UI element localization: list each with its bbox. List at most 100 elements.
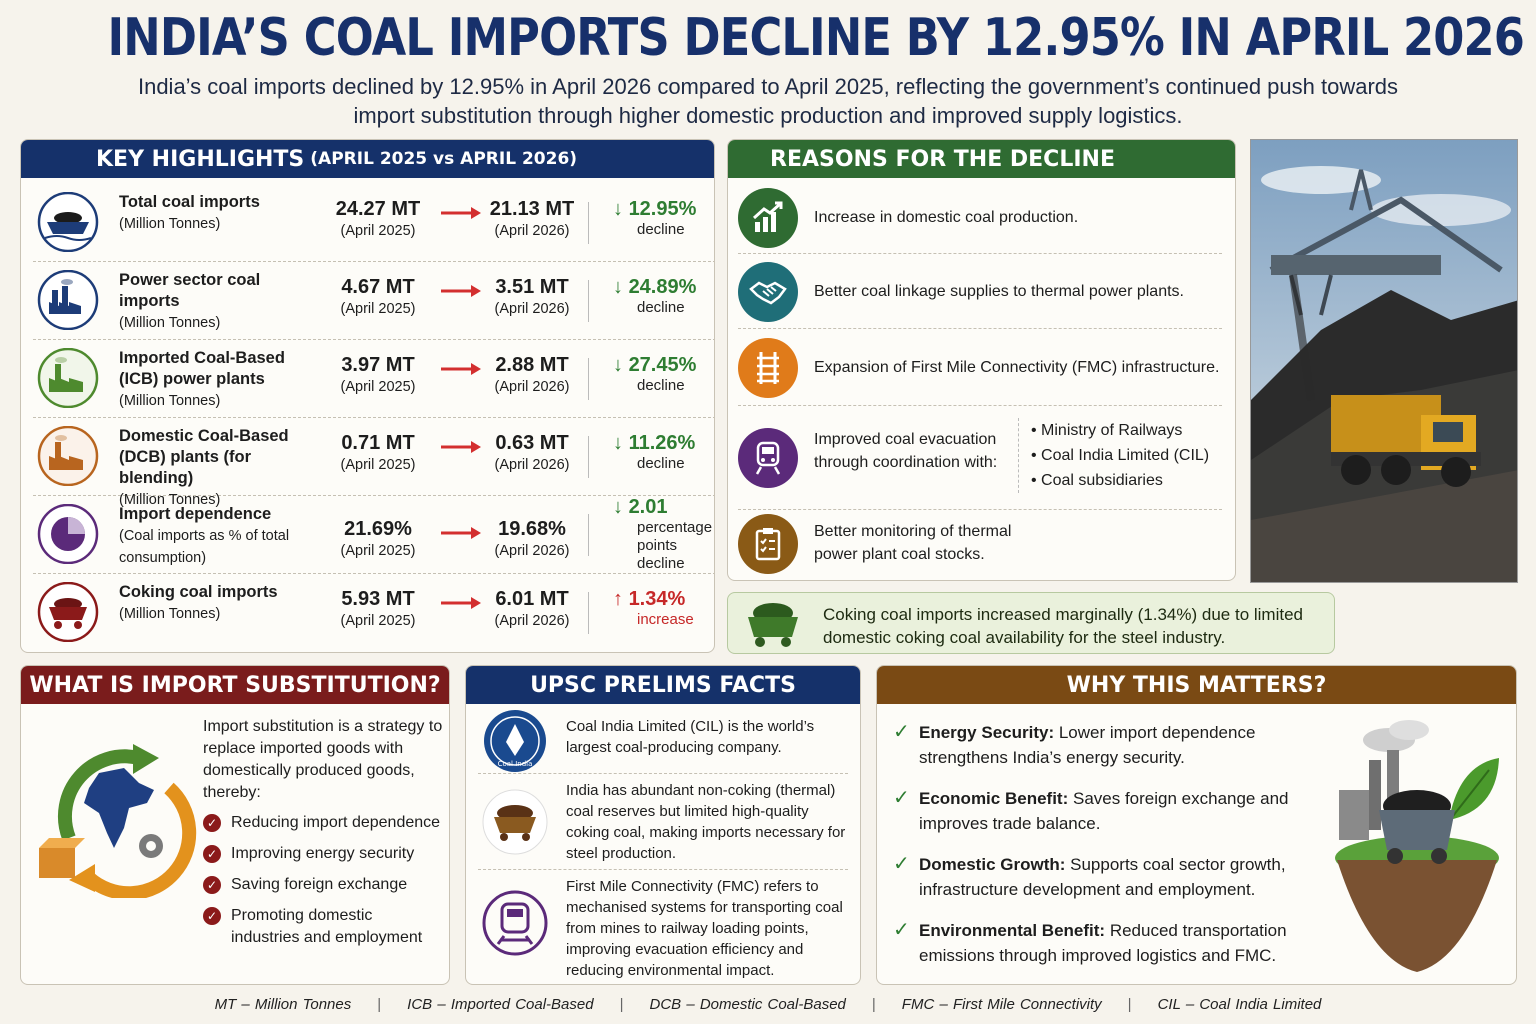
reason-text: Expansion of First Mile Connectivity (FM… [814,359,1220,376]
key-highlights-panel: KEY HIGHLIGHTS (APRIL 2025 vs APRIL 2026… [20,139,715,653]
import-substitution-header: WHAT IS IMPORT SUBSTITUTION? [21,666,449,704]
divider [588,202,589,244]
reason-text: Increase in domestic coal production. [814,209,1079,226]
india-map-cycle-icon [39,744,197,898]
growth-chart-icon [738,188,798,248]
coordination-item: Coal India Limited (CIL) [1031,443,1209,468]
abbreviation: MT – Million Tonnes [214,996,352,1013]
coordination-item: Ministry of Railways [1031,418,1209,443]
highlight-row: Imported Coal-Based (ICB) power plants (M… [33,340,714,418]
change-value: ↑ 1.34% increase [613,588,694,628]
change-value: ↓ 12.95% decline [613,198,697,238]
handshake-icon [738,262,798,322]
highlight-label: Import dependence (Coal imports as % of t… [119,505,290,566]
why-item: ✓ Economic Benefit: Saves foreign exchang… [893,787,1289,833]
value-2025: 24.27 MT (April 2025) [335,198,421,239]
arrow-down-icon: ↓ [613,496,623,518]
arrow-right-icon [441,597,481,609]
substitution-point: ✓ Reducing import dependence [203,812,443,834]
divider [588,358,589,400]
change-value: ↓ 11.26% decline [613,432,696,472]
coordination-list: Ministry of Railways Coal India Limited … [1018,418,1209,493]
value-2026: 0.63 MT (April 2026) [494,432,570,473]
value-2026: 19.68% (April 2026) [494,518,570,559]
upsc-fact: India has abundant non-coking (thermal) … [478,774,848,870]
why-matters-header: WHY THIS MATTERS? [877,666,1516,704]
coal-cart-icon [482,789,548,855]
arrow-right-icon [441,363,481,375]
train-icon [482,890,548,956]
coal-cart-icon [35,581,101,643]
why-item: ✓ Domestic Growth: Supports coal sector g… [893,853,1286,899]
highlight-row: Coking coal imports (Million Tonnes) 5.93 … [33,574,714,652]
arrow-right-icon [441,207,481,219]
substitution-point: ✓ Improving energy security [203,843,443,865]
upsc-fact: Coal India Coal India Limited (CIL) is t… [478,708,848,774]
divider [588,436,589,478]
coking-coal-note: Coking coal imports increased marginally… [727,592,1335,654]
highlight-label: Power sector coal imports (Million Tonnes… [119,271,261,331]
arrow-right-icon [441,285,481,297]
highlight-label: Domestic Coal-Based (DCB) plants (for bl… [119,427,289,508]
page-title: INDIA’S COAL IMPORTS DECLINE BY 12.95% I… [107,8,1525,68]
green-energy-island-icon [1335,720,1499,972]
value-2025: 4.67 MT (April 2025) [340,276,416,317]
key-highlights-period: (APRIL 2025 vs APRIL 2026) [310,149,578,169]
substitution-point: ✓ Promoting domestic industries and emplo… [203,905,443,949]
upsc-fact-text: First Mile Connectivity (FMC) refers to … [566,878,843,979]
reason-text: Better monitoring of thermal power plant… [814,523,1012,563]
import-substitution-panel: WHAT IS IMPORT SUBSTITUTION? Import subs… [20,665,450,985]
arrow-down-icon: ↓ [613,198,623,220]
value-2025: 5.93 MT (April 2025) [340,588,416,629]
arrow-up-icon: ↑ [613,588,623,610]
highlight-row: Total coal imports (Million Tonnes) 24.27 … [33,184,714,262]
highlight-row: Import dependence (Coal imports as % of t… [33,496,714,574]
upsc-facts-header: UPSC PRELIMS FACTS [466,666,860,704]
highlight-row: Power sector coal imports (Million Tonnes… [33,262,714,340]
value-2025: 3.97 MT (April 2025) [340,354,416,395]
check-icon: ✓ [893,919,910,941]
reason-item: Increase in domestic coal production. [738,184,1222,254]
upsc-fact-text: Coal India Limited (CIL) is the world’s … [566,718,815,756]
value-2026: 3.51 MT (April 2026) [494,276,570,317]
check-icon: ✓ [893,721,910,743]
abbreviations-footer: MT – Million Tonnes | ICB – Imported Coal-… [214,996,1322,1013]
train-icon [738,428,798,488]
why-item: ✓ Energy Security: Lower import dependenc… [893,721,1256,767]
check-icon: ✓ [203,907,221,925]
coordination-item: Coal subsidiaries [1031,468,1209,493]
rail-track-icon [738,338,798,398]
reasons-panel: REASONS FOR THE DECLINE Increase in dome… [727,139,1236,581]
arrow-down-icon: ↓ [613,276,623,298]
substitution-point: ✓ Saving foreign exchange [203,874,443,896]
check-icon: ✓ [203,876,221,894]
why-matters-panel: WHY THIS MATTERS? ✓ Energy Security: Lowe… [876,665,1517,985]
mining-photo [1250,139,1518,583]
check-icon: ✓ [893,853,910,875]
change-value: ↓ 27.45% decline [613,354,697,394]
check-icon: ✓ [203,814,221,832]
import-substitution-points: ✓ Reducing import dependence ✓ Improving e… [203,812,443,958]
highlight-label: Coking coal imports (Million Tonnes) [119,583,278,622]
highlight-label: Total coal imports (Million Tonnes) [119,193,260,232]
key-highlights-header: KEY HIGHLIGHTS (APRIL 2025 vs APRIL 2026… [21,140,714,178]
value-2026: 2.88 MT (April 2026) [494,354,570,395]
abbreviation: DCB – Domestic Coal-Based [649,996,846,1013]
reason-item: Better monitoring of thermal power plant… [738,510,1222,580]
check-icon: ✓ [893,787,910,809]
pie-chart-icon [35,503,101,565]
upsc-fact-text: India has abundant non-coking (thermal) … [566,782,846,862]
reason-item: Expansion of First Mile Connectivity (FM… [738,329,1222,406]
value-2026: 6.01 MT (April 2026) [494,588,570,629]
reasons-header: REASONS FOR THE DECLINE [728,140,1235,178]
arrow-down-icon: ↓ [613,432,623,454]
why-item: ✓ Environmental Benefit: Reduced transpor… [893,919,1287,965]
highlight-label: Imported Coal-Based (ICB) power plants (M… [119,349,285,409]
coal-ship-icon [35,191,101,253]
change-value: ↓ 24.89% decline [613,276,697,316]
coal-cart-icon [748,603,798,647]
check-icon: ✓ [203,845,221,863]
page-subtitle: India’s coal imports declined by 12.95% … [137,74,1399,128]
import-substitution-intro: Import substitution is a strategy to rep… [203,718,443,801]
divider [588,280,589,322]
